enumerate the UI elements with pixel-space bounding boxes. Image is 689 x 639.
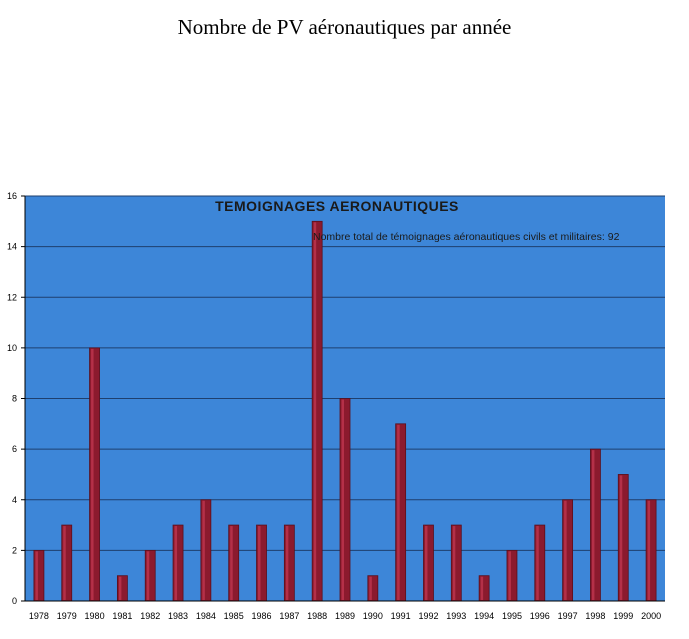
bar-highlight <box>591 450 595 600</box>
bar-highlight <box>397 424 400 600</box>
bar-highlight <box>480 576 484 600</box>
bar-highlight <box>202 500 205 600</box>
x-tick-label: 1995 <box>502 611 522 621</box>
x-tick-label: 1997 <box>558 611 578 621</box>
bar-highlight <box>619 475 623 600</box>
y-tick-label: 10 <box>7 343 17 353</box>
y-tick-labels: 0 2 4 6 8 10 12 14 16 <box>7 191 25 606</box>
x-tick-label: 1996 <box>530 611 550 621</box>
page-title: Nombre de PV aéronautiques par année <box>177 15 512 39</box>
bar-highlight <box>341 399 344 600</box>
x-tick-label: 1981 <box>112 611 132 621</box>
x-tick-label: 1978 <box>29 611 49 621</box>
bar-highlight <box>174 526 178 600</box>
x-tick-label: 1987 <box>279 611 299 621</box>
y-tick-label: 14 <box>7 242 17 252</box>
bar-highlight <box>285 526 289 600</box>
bar-highlight <box>647 500 651 600</box>
bar-highlight <box>230 526 233 600</box>
x-tick-label: 1986 <box>252 611 272 621</box>
bar-highlight <box>146 551 150 600</box>
y-tick-label: 6 <box>12 444 17 454</box>
x-tick-label: 1988 <box>307 611 327 621</box>
bar-highlight <box>564 500 567 600</box>
x-tick-label: 1994 <box>474 611 494 621</box>
bar-highlight <box>63 526 66 600</box>
x-tick-label: 1998 <box>585 611 605 621</box>
bars <box>33 220 657 602</box>
x-tick-label: 2000 <box>641 611 661 621</box>
y-tick-label: 16 <box>7 191 17 201</box>
bar-highlight <box>508 551 511 600</box>
x-tick-label: 1999 <box>613 611 633 621</box>
y-tick-label: 0 <box>12 596 17 606</box>
x-tick-label: 1980 <box>85 611 105 621</box>
bar-highlight <box>452 526 456 600</box>
bar-highlight <box>258 526 261 600</box>
bar-highlight <box>424 526 428 600</box>
bar-highlight <box>91 348 94 600</box>
y-tick-label: 4 <box>12 495 17 505</box>
y-tick-label: 12 <box>7 292 17 302</box>
x-tick-label: 1989 <box>335 611 355 621</box>
y-tick-label: 2 <box>12 545 17 555</box>
x-tick-labels: 1978 1979 1980 1981 1982 1983 1984 1985 1986 1987… <box>29 611 661 621</box>
x-tick-label: 1990 <box>363 611 383 621</box>
bar-highlight <box>35 551 38 600</box>
x-tick-label: 1979 <box>57 611 77 621</box>
chart-annotation: Nombre total de témoignages aéronautique… <box>313 231 620 243</box>
x-tick-label: 1992 <box>418 611 438 621</box>
x-tick-label: 1991 <box>391 611 411 621</box>
bar-highlight <box>369 576 372 600</box>
bar-highlight <box>118 576 122 600</box>
bar-highlight <box>313 222 317 600</box>
x-tick-label: 1982 <box>140 611 160 621</box>
x-tick-label: 1984 <box>196 611 216 621</box>
x-tick-label: 1993 <box>446 611 466 621</box>
y-tick-label: 8 <box>12 394 17 404</box>
bar-highlight <box>536 526 539 600</box>
chart-title: TEMOIGNAGES AERONAUTIQUES <box>215 198 459 214</box>
x-tick-label: 1985 <box>224 611 244 621</box>
x-tick-label: 1983 <box>168 611 188 621</box>
